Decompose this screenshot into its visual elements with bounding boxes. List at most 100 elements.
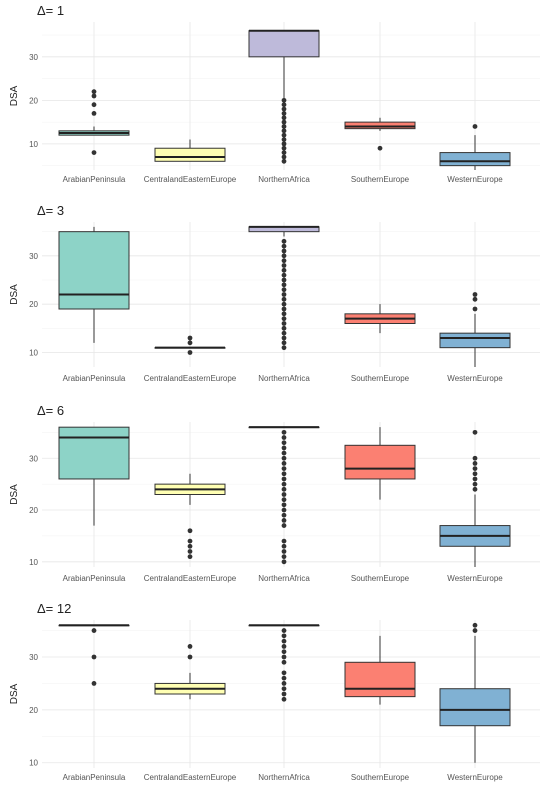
- outlier-point: [472, 306, 478, 312]
- x-category-label: WesternEurope: [447, 175, 503, 184]
- x-category-label: ArabianPeninsula: [63, 374, 126, 383]
- outlier-point: [91, 111, 97, 116]
- box-body: [58, 231, 130, 310]
- y-tick-label: 10: [29, 558, 38, 567]
- x-category-label: CentralandEasternEurope: [144, 374, 237, 383]
- outlier-point: [281, 486, 287, 492]
- outlier-point: [281, 686, 287, 692]
- outlier-point: [281, 154, 287, 160]
- outlier-point: [187, 350, 193, 355]
- x-category-label: CentralandEasternEurope: [144, 773, 237, 782]
- box-body: [58, 426, 130, 480]
- outlier-point: [281, 440, 287, 446]
- outlier-point: [281, 111, 287, 116]
- y-tick-label: 30: [29, 653, 38, 662]
- outlier-point: [472, 622, 478, 628]
- box-NorthernAfrica: [248, 426, 320, 565]
- outlier-point: [472, 124, 478, 129]
- outlier-point: [472, 481, 478, 487]
- outlier-point: [281, 538, 287, 544]
- box-body: [248, 30, 320, 58]
- outlier-point: [187, 528, 193, 534]
- outlier-point: [472, 429, 478, 435]
- outlier-point: [281, 335, 287, 341]
- outlier-point: [281, 507, 287, 513]
- x-category-label: CentralandEasternEurope: [144, 574, 237, 583]
- box-NorthernAfrica: [248, 225, 320, 351]
- box-ArabianPeninsula: [58, 89, 130, 155]
- x-category-label: CentralandEasternEurope: [144, 175, 237, 184]
- x-category-label: SouthernEurope: [351, 773, 410, 782]
- outlier-point: [281, 476, 287, 482]
- outlier-point: [187, 538, 193, 544]
- x-category-label: SouthernEurope: [351, 374, 410, 383]
- outlier-point: [281, 243, 287, 249]
- outlier-point: [281, 523, 287, 528]
- outlier-point: [281, 649, 287, 655]
- outlier-point: [281, 316, 287, 322]
- x-category-label: NorthernAfrica: [258, 773, 310, 782]
- x-category-label: ArabianPeninsula: [63, 773, 126, 782]
- outlier-point: [281, 272, 287, 278]
- chart-panel-2: 10 20 30 Δ= 3 DSA ArabianPeninsula CentralandE…: [9, 203, 540, 383]
- outlier-point: [281, 330, 287, 336]
- outlier-point: [91, 89, 97, 95]
- box-NorthernAfrica: [248, 624, 320, 702]
- box-body: [344, 121, 416, 130]
- y-tick-label: 10: [29, 140, 38, 149]
- outlier-point: [91, 150, 97, 155]
- outlier-point: [472, 455, 478, 461]
- outlier-point: [281, 287, 287, 293]
- outlier-point: [281, 128, 287, 134]
- outlier-point: [281, 429, 287, 435]
- outlier-point: [281, 345, 287, 351]
- outlier-point: [281, 248, 287, 254]
- x-category-label: SouthernEurope: [351, 175, 410, 184]
- outlier-point: [281, 258, 287, 264]
- outlier-point: [281, 132, 287, 138]
- outlier-point: [187, 654, 193, 660]
- box-SouthernEurope: [344, 117, 416, 151]
- panel-title: Δ= 1: [37, 3, 64, 18]
- outlier-point: [281, 119, 287, 125]
- outlier-point: [281, 659, 287, 665]
- box-body: [344, 661, 416, 698]
- outlier-point: [281, 311, 287, 317]
- box-body: [439, 332, 511, 349]
- outlier-point: [281, 517, 287, 523]
- outlier-point: [91, 681, 97, 686]
- outlier-point: [281, 559, 287, 565]
- box-CentralandEasternEurope: [154, 139, 226, 162]
- outlier-point: [281, 497, 287, 503]
- outlier-point: [281, 102, 287, 108]
- outlier-point: [281, 633, 287, 639]
- outlier-point: [281, 675, 287, 681]
- chart-panel-4: 10 20 30 Δ= 12 DSA ArabianPeninsula Centraland…: [9, 601, 540, 782]
- box-CentralandEasternEurope: [154, 644, 226, 700]
- outlier-point: [281, 277, 287, 283]
- outlier-point: [281, 296, 287, 302]
- box-body: [439, 688, 511, 727]
- outlier-point: [281, 512, 287, 518]
- outlier-point: [187, 340, 193, 346]
- outlier-point: [281, 471, 287, 477]
- outlier-point: [281, 670, 287, 676]
- box-WesternEurope: [439, 429, 511, 567]
- outlier-point: [281, 554, 287, 560]
- box-ArabianPeninsula: [58, 226, 130, 343]
- y-axis-title: DSA: [9, 284, 20, 305]
- outlier-point: [187, 335, 193, 341]
- outlier-point: [472, 486, 478, 492]
- x-category-label: NorthernAfrica: [258, 374, 310, 383]
- outlier-point: [281, 301, 287, 307]
- outlier-point: [281, 137, 287, 142]
- box-CentralandEasternEurope: [154, 335, 226, 355]
- box-WesternEurope: [439, 292, 511, 367]
- box-WesternEurope: [439, 124, 511, 170]
- outlier-point: [281, 253, 287, 259]
- outlier-point: [281, 97, 287, 103]
- panel-title: Δ= 12: [37, 601, 71, 616]
- outlier-point: [281, 306, 287, 312]
- outlier-point: [472, 461, 478, 466]
- outlier-point: [281, 106, 287, 112]
